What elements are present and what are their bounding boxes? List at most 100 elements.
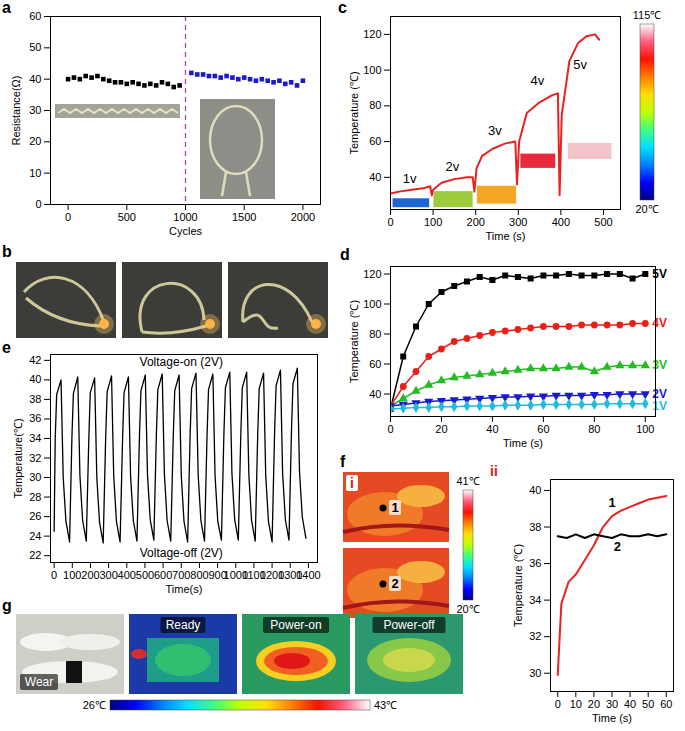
svg-text:Temperature (℃): Temperature (℃) [512,544,524,627]
svg-text:50: 50 [29,41,41,53]
svg-text:60: 60 [537,423,549,435]
svg-text:400: 400 [552,216,570,228]
svg-text:41℃: 41℃ [456,475,479,487]
svg-text:700: 700 [172,569,190,581]
svg-text:40: 40 [369,171,381,183]
svg-text:43℃: 43℃ [374,699,397,711]
svg-text:Cycles: Cycles [169,225,203,237]
svg-text:40: 40 [29,73,41,85]
svg-text:1500: 1500 [232,211,256,223]
svg-text:32: 32 [29,452,41,464]
svg-text:60: 60 [369,135,381,147]
svg-text:ii: ii [490,463,498,479]
svg-text:30: 30 [529,667,541,679]
svg-text:0: 0 [51,569,57,581]
svg-text:4v: 4v [531,73,545,88]
svg-text:50: 50 [642,698,654,710]
svg-text:20: 20 [435,423,447,435]
svg-text:Wear: Wear [25,675,53,689]
svg-text:80: 80 [369,328,381,340]
svg-text:500: 500 [594,216,612,228]
svg-text:5V: 5V [652,267,667,281]
svg-text:26℃: 26℃ [83,699,106,711]
svg-text:0: 0 [387,216,393,228]
svg-text:40: 40 [624,698,636,710]
svg-text:30: 30 [29,471,41,483]
svg-text:5v: 5v [573,57,587,72]
svg-text:10: 10 [29,167,41,179]
svg-text:20: 20 [29,135,41,147]
svg-text:i: i [350,475,354,491]
svg-text:Resistance(Ω): Resistance(Ω) [10,76,22,146]
svg-text:1v: 1v [403,171,417,186]
svg-text:Power-off: Power-off [383,618,435,632]
svg-text:Time (s): Time (s) [503,437,543,449]
svg-text:0: 0 [387,423,393,435]
svg-text:2000: 2000 [291,211,315,223]
svg-text:1: 1 [391,500,398,515]
svg-text:100: 100 [363,64,381,76]
svg-text:2: 2 [391,576,398,591]
svg-text:Temperature (℃): Temperature (℃) [348,300,360,383]
svg-text:34: 34 [29,432,41,444]
svg-text:300: 300 [509,216,527,228]
svg-text:20℃: 20℃ [456,603,479,615]
svg-text:100: 100 [363,298,381,310]
svg-text:100: 100 [424,216,442,228]
svg-text:120: 120 [363,28,381,40]
svg-text:60: 60 [660,698,672,710]
svg-text:3v: 3v [488,123,502,138]
svg-text:40: 40 [486,423,498,435]
svg-text:200: 200 [81,569,99,581]
svg-text:20: 20 [588,698,600,710]
svg-text:1V: 1V [652,399,667,413]
svg-text:Time (s): Time (s) [592,712,632,724]
svg-text:1: 1 [608,495,615,510]
svg-text:2: 2 [614,539,621,554]
svg-text:22: 22 [29,549,41,561]
svg-text:34: 34 [529,594,541,606]
svg-text:Power-on: Power-on [270,618,321,632]
svg-text:38: 38 [529,521,541,533]
svg-text:800: 800 [190,569,208,581]
svg-text:0: 0 [65,211,71,223]
svg-text:4V: 4V [652,316,667,330]
svg-text:38: 38 [29,393,41,405]
svg-text:Voltage-off (2V): Voltage-off (2V) [140,546,223,560]
svg-text:36: 36 [529,557,541,569]
svg-text:1000: 1000 [173,211,197,223]
svg-text:100: 100 [63,569,81,581]
svg-text:20℃: 20℃ [635,203,658,215]
svg-text:60: 60 [29,10,41,22]
svg-text:Time(s): Time(s) [166,583,203,595]
svg-text:36: 36 [29,412,41,424]
svg-text:40: 40 [29,373,41,385]
svg-text:600: 600 [154,569,172,581]
svg-text:500: 500 [136,569,154,581]
svg-text:100: 100 [636,423,654,435]
svg-text:Time (s): Time (s) [486,230,526,242]
svg-text:1400: 1400 [296,569,320,581]
svg-text:42: 42 [29,354,41,366]
svg-text:32: 32 [529,630,541,642]
svg-text:200: 200 [467,216,485,228]
svg-text:400: 400 [118,569,136,581]
svg-text:3V: 3V [652,358,667,372]
svg-text:80: 80 [369,99,381,111]
svg-text:0: 0 [35,198,41,210]
svg-text:115℃: 115℃ [633,9,662,21]
svg-text:40: 40 [529,484,541,496]
svg-text:2v: 2v [445,159,459,174]
svg-text:Voltage-on (2V): Voltage-on (2V) [140,355,223,369]
svg-text:30: 30 [606,698,618,710]
svg-text:80: 80 [588,423,600,435]
svg-text:0: 0 [555,698,561,710]
svg-text:Temperature (℃): Temperature (℃) [348,71,360,154]
svg-text:300: 300 [99,569,117,581]
svg-text:30: 30 [29,104,41,116]
svg-text:10: 10 [570,698,582,710]
svg-text:24: 24 [29,530,41,542]
svg-text:60: 60 [369,358,381,370]
svg-text:120: 120 [363,268,381,280]
svg-text:Temperature(℃): Temperature(℃) [12,418,24,498]
